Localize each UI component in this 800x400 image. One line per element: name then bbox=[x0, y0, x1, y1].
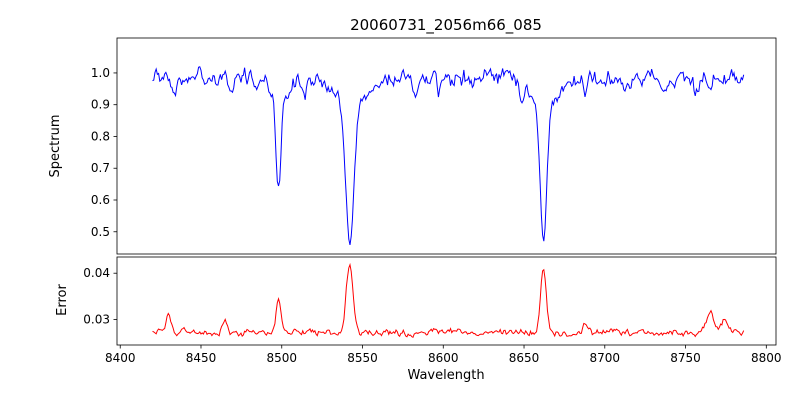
x-axis-label: Wavelength bbox=[407, 368, 485, 383]
y-tick-label: 0.9 bbox=[91, 98, 110, 112]
panel-frame bbox=[116, 37, 777, 255]
error-line bbox=[152, 262, 745, 338]
x-tick-label: 8750 bbox=[670, 351, 701, 365]
x-tick-label: 8800 bbox=[751, 351, 782, 365]
y-tick-label: 0.8 bbox=[91, 129, 110, 143]
y-tick-label: 0.6 bbox=[91, 193, 110, 207]
y-tick-label: 0.03 bbox=[83, 313, 110, 327]
y-tick-label: 0.5 bbox=[91, 225, 110, 239]
chart-title: 20060731_2056m66_085 bbox=[350, 16, 542, 34]
x-tick-label: 8500 bbox=[266, 351, 297, 365]
spectrum-line bbox=[152, 66, 745, 246]
x-tick-label: 8600 bbox=[428, 351, 459, 365]
x-tick-label: 8650 bbox=[509, 351, 540, 365]
panel-frame bbox=[116, 256, 777, 346]
x-tick-label: 8550 bbox=[347, 351, 378, 365]
y-tick-label: 0.04 bbox=[83, 266, 110, 280]
y-tick-label: 1.0 bbox=[91, 66, 110, 80]
x-tick-label: 8450 bbox=[186, 351, 217, 365]
x-tick-label: 8700 bbox=[590, 351, 621, 365]
x-tick-label: 8400 bbox=[105, 351, 136, 365]
y-tick-label: 0.7 bbox=[91, 161, 110, 175]
